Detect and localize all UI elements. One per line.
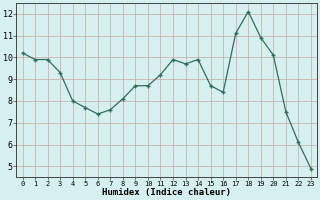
X-axis label: Humidex (Indice chaleur): Humidex (Indice chaleur) — [102, 188, 231, 197]
